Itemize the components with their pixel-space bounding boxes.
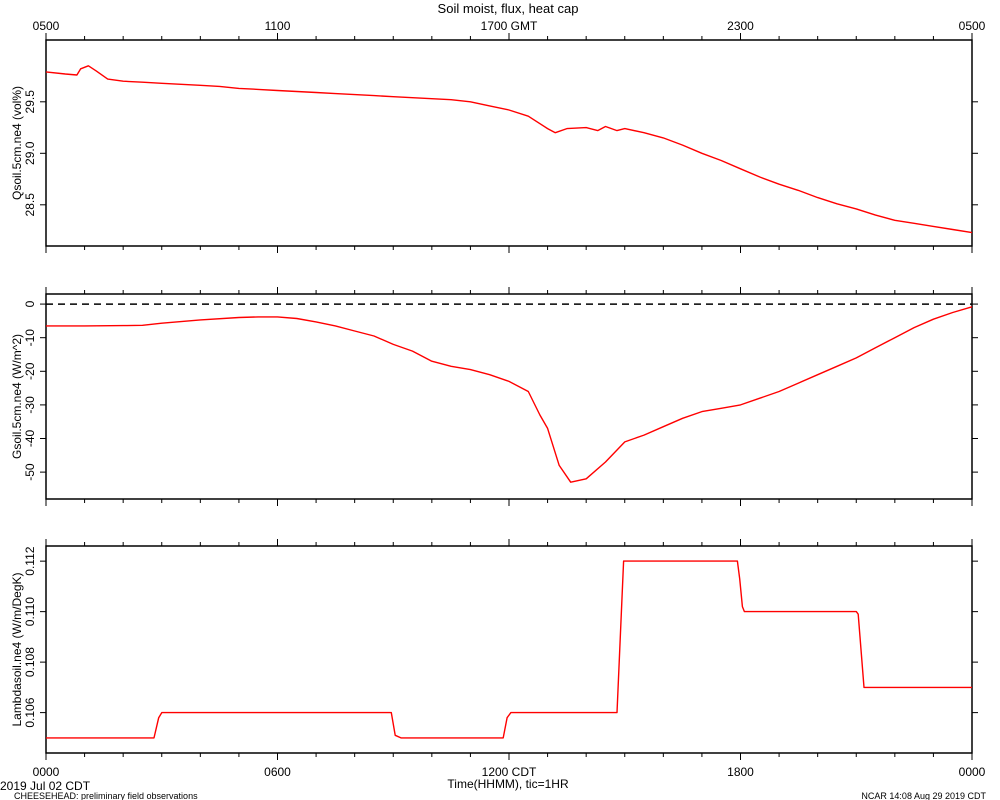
panel-1-ytick-label: 29.0	[23, 141, 37, 165]
bottom-axis-tick-label: 0000	[959, 765, 986, 779]
panel-3-ytick-label: 0.108	[23, 647, 37, 677]
bottom-axis-tick-label: 0600	[264, 765, 291, 779]
panel-2-y-axis-label: Gsoil.5cm.ne4 (W/m^2)	[10, 334, 24, 459]
chart-title: Soil moist, flux, heat cap	[438, 1, 579, 16]
panel-1-series-line	[45, 65, 973, 234]
panel-1-y-axis-label: Qsoil.5cm.ne4 (vol%)	[10, 86, 24, 200]
top-axis-tick-label: 1100	[265, 19, 291, 33]
panel-2-ytick-label: -50	[23, 463, 37, 481]
top-axis-tick-label: 0500	[959, 19, 986, 33]
footer-project: CHEESEHEAD: preliminary field observatio…	[14, 791, 198, 800]
top-axis-tick-label: 0500	[33, 19, 60, 33]
panel-3-ytick-label: 0.112	[23, 546, 37, 575]
footer-stamp: NCAR 14:08 Aug 29 2019 CDT	[861, 791, 986, 800]
panel-3-series-line	[46, 560, 972, 739]
panel-2-ytick-label: -40	[23, 430, 37, 448]
bottom-axis-tick-label: 1200 CDT	[482, 765, 537, 779]
panel-1-ytick-label: 29.5	[23, 90, 37, 114]
panel-2-ytick-label: 0	[23, 300, 37, 307]
panel-3-frame	[45, 545, 973, 754]
panel-1-frame	[45, 39, 973, 247]
bottom-axis-tick-label: 1800	[727, 765, 754, 779]
top-axis-tick-label: 1700 GMT	[481, 19, 538, 33]
panel-3-ytick-label: 0.110	[23, 597, 37, 626]
panel-3-ytick-label: 0.106	[23, 697, 37, 727]
top-axis-tick-label: 2300	[727, 19, 754, 33]
panel-2-series-line	[46, 306, 973, 483]
panel-2-ytick-label: -30	[23, 396, 37, 414]
panel-2-ytick-label: -10	[23, 329, 37, 347]
panel-2-frame	[45, 293, 973, 500]
bottom-axis-tick-label: 0000	[33, 765, 60, 779]
panel-3-y-axis-label: Lambdasoil.ne4 (W/m/DegK)	[10, 572, 24, 726]
footer-date: 2019 Jul 02 CDT	[0, 779, 91, 793]
panel-1-ytick-label: 28.5	[23, 193, 37, 217]
panel-2-ytick-label: -20	[23, 362, 37, 380]
x-axis-label: Time(HHMM), tic=1HR	[447, 777, 569, 791]
